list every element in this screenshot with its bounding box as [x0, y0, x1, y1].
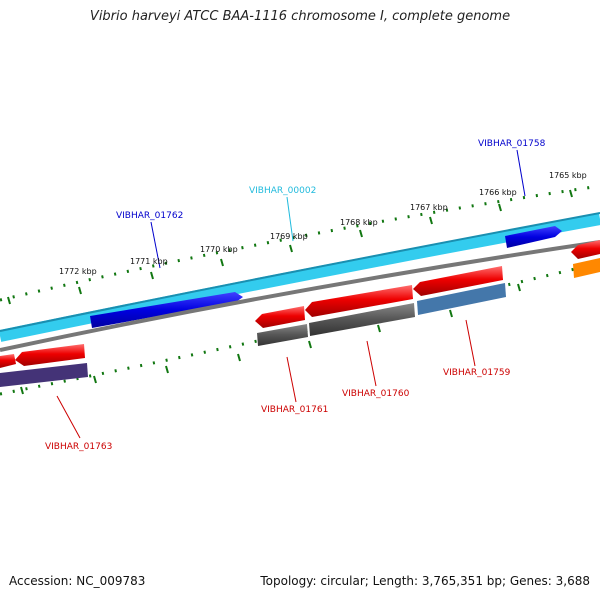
cog-bar-01763 [0, 363, 88, 387]
map-title: Vibrio harveyi ATCC BAA-1116 chromosome … [89, 9, 511, 24]
gene-label-VIBHAR_01758: VIBHAR_01758 [478, 139, 546, 149]
gene-label-VIBHAR_01762: VIBHAR_01762 [116, 211, 183, 221]
tick-label: 1768 kbp [340, 218, 378, 227]
tick-label: 1766 kbp [479, 188, 517, 197]
gene-VIBHAR_01763 [15, 344, 85, 366]
cog-bar-right [573, 258, 600, 278]
gene-label-VIBHAR_01759: VIBHAR_01759 [443, 368, 511, 378]
major-ticks [7, 189, 573, 395]
gene-label-VIBHAR_01761: VIBHAR_01761 [261, 405, 328, 415]
gene-VIBHAR_01761 [255, 306, 305, 328]
tick-label: 1765 kbp [549, 171, 587, 180]
tick-label: 1770 kbp [200, 245, 238, 254]
gene-fragment-left [0, 354, 16, 368]
gene-label-VIBHAR_00002: VIBHAR_00002 [249, 186, 316, 196]
leader-lines [56, 149, 526, 439]
tick-label: 1771 kbp [130, 257, 168, 266]
gene-fragment-right [571, 240, 600, 259]
tick-label: 1767 kbp [410, 203, 448, 212]
cog-bar-01760 [309, 303, 415, 336]
accession-text: Accession: NC_009783 [9, 574, 146, 588]
tick-label: 1769 kbp [270, 232, 308, 241]
backbone-line [0, 240, 600, 352]
cog-bar-01759 [417, 283, 506, 315]
tick-label: 1772 kbp [59, 267, 97, 276]
gene-VIBHAR_01762 [90, 292, 243, 328]
gene-label-VIBHAR_01760: VIBHAR_01760 [342, 389, 410, 399]
forward-band-edge [0, 212, 600, 332]
genome-summary-text: Topology: circular; Length: 3,765,351 bp… [260, 574, 590, 588]
gene-label-VIBHAR_01763: VIBHAR_01763 [45, 442, 112, 452]
cog-bar-01761 [257, 324, 308, 346]
gene-VIBHAR_01759 [413, 266, 503, 296]
gene-VIBHAR_01758 [505, 226, 562, 248]
gene-VIBHAR_01760 [305, 285, 413, 317]
